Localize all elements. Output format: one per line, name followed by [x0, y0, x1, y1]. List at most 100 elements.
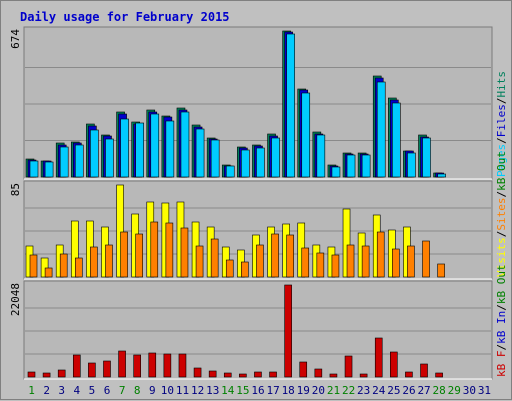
bar-pages-day-27: [422, 137, 431, 178]
bar-kb-f-day-19: [299, 361, 308, 378]
bar-kb-f-day-10: [163, 353, 172, 378]
bar-pages-day-23: [361, 154, 371, 178]
legend-entry-2: Files: [495, 104, 508, 137]
bar-sites-day-20: [316, 252, 325, 278]
bar-kb-f-day-22: [344, 355, 353, 378]
bar-kb-f-day-3: [57, 369, 66, 378]
bar-sites-day-25: [392, 248, 400, 278]
bar-kb-f-day-25: [390, 351, 398, 378]
day-label-12: 12: [191, 384, 204, 397]
bar-sites-day-12: [195, 245, 204, 278]
bar-kb-f-day-6: [103, 360, 111, 378]
bar-sites-day-19: [301, 247, 310, 278]
bar-sites-day-3: [59, 253, 68, 278]
day-label-3: 3: [58, 384, 65, 397]
bar-pages-day-2: [44, 161, 54, 178]
day-label-17: 17: [266, 384, 279, 397]
bar-pages-day-22: [346, 154, 356, 178]
bar-kb-f-day-4: [72, 354, 81, 378]
legend-entry-4: kB Out: [495, 264, 508, 304]
bar-pages-day-12: [195, 128, 205, 178]
bar-pages-day-9: [150, 113, 160, 178]
bar-sites-day-22: [346, 244, 355, 278]
legend-entry-3: /: [495, 304, 508, 311]
day-label-19: 19: [297, 384, 310, 397]
bar-sites-day-4: [74, 257, 83, 278]
bar-sites-day-23: [361, 245, 370, 278]
y-axis-max-label: 22048: [9, 283, 22, 316]
bar-pages-day-6: [105, 138, 114, 178]
bar-pages-day-16: [256, 147, 265, 178]
bar-kb-f-day-7: [118, 350, 126, 378]
legend-entry-3: /: [495, 98, 508, 105]
day-label-27: 27: [417, 384, 430, 397]
bar-kb-f-day-26: [405, 371, 413, 378]
bar-pages-day-14: [225, 165, 235, 178]
day-label-7: 7: [119, 384, 126, 397]
bar-sites-day-16: [256, 244, 264, 278]
bar-kb-f-day-24: [374, 337, 383, 378]
legend-entry-0: Visits: [495, 237, 508, 277]
bar-kb-f-day-11: [178, 353, 187, 378]
day-label-4: 4: [74, 384, 81, 397]
bar-pages-day-18: [286, 33, 295, 178]
bar-sites-day-8: [135, 233, 143, 278]
day-label-28: 28: [433, 384, 446, 397]
day-label-23: 23: [357, 384, 370, 397]
bar-sites-day-26: [407, 245, 415, 278]
bar-pages-day-13: [210, 139, 220, 178]
bar-kb-f-day-28: [435, 372, 443, 378]
bar-sites-day-14: [225, 259, 234, 278]
y-axis-max-label: 674: [9, 29, 22, 49]
bar-kb-f-day-8: [133, 354, 141, 378]
bar-pages-day-17: [271, 137, 280, 178]
day-label-16: 16: [251, 384, 264, 397]
bar-pages-day-8: [135, 122, 144, 178]
legend: Visits/Sites/kB Out: [495, 151, 508, 277]
y-axis-max-label: 85: [9, 183, 22, 196]
bar-kb-f-day-13: [208, 370, 217, 378]
bar-kb-f-day-14: [223, 372, 232, 378]
bar-visits-day-2: [40, 257, 49, 278]
bar-pages-day-24: [376, 81, 386, 178]
legend-entry-3: /: [495, 191, 508, 198]
day-label-31: 31: [478, 384, 491, 397]
legend-entry-1: /: [495, 231, 508, 238]
bar-kb-f-day-9: [148, 352, 157, 378]
day-label-8: 8: [134, 384, 141, 397]
legend-entry-0: kB F: [495, 351, 508, 378]
day-label-25: 25: [387, 384, 400, 397]
legend-entry-4: kB Out: [495, 151, 508, 191]
bar-kb-f-day-1: [27, 371, 36, 378]
legend-entry-2: Sites: [495, 198, 508, 231]
bar-sites-day-17: [271, 233, 279, 278]
bar-sites-day-7: [120, 231, 128, 278]
bar-sites-day-15: [241, 261, 249, 278]
day-label-30: 30: [463, 384, 476, 397]
legend-entry-2: kB In: [495, 311, 508, 344]
bar-sites-day-27: [422, 240, 430, 278]
legend-entry-1: /: [495, 344, 508, 351]
bar-sites-day-28: [437, 263, 445, 278]
day-label-14: 14: [221, 384, 235, 397]
bar-pages-day-21: [331, 166, 341, 178]
bar-kb-f-day-21: [329, 373, 338, 378]
day-label-10: 10: [161, 384, 174, 397]
bar-kb-f-day-15: [239, 373, 247, 378]
bar-sites-day-5: [90, 246, 98, 278]
bar-pages-day-1: [29, 160, 39, 178]
day-label-13: 13: [206, 384, 219, 397]
bar-pages-day-19: [301, 92, 311, 178]
day-label-24: 24: [372, 384, 386, 397]
bar-sites-day-11: [180, 227, 189, 278]
bar-kb-f-day-18: [284, 284, 292, 378]
legend-entry-0: Pages: [495, 144, 508, 177]
day-label-18: 18: [282, 384, 295, 397]
bar-sites-day-21: [331, 254, 340, 278]
legend-entry-4: Hits: [495, 71, 508, 98]
day-label-20: 20: [312, 384, 325, 397]
